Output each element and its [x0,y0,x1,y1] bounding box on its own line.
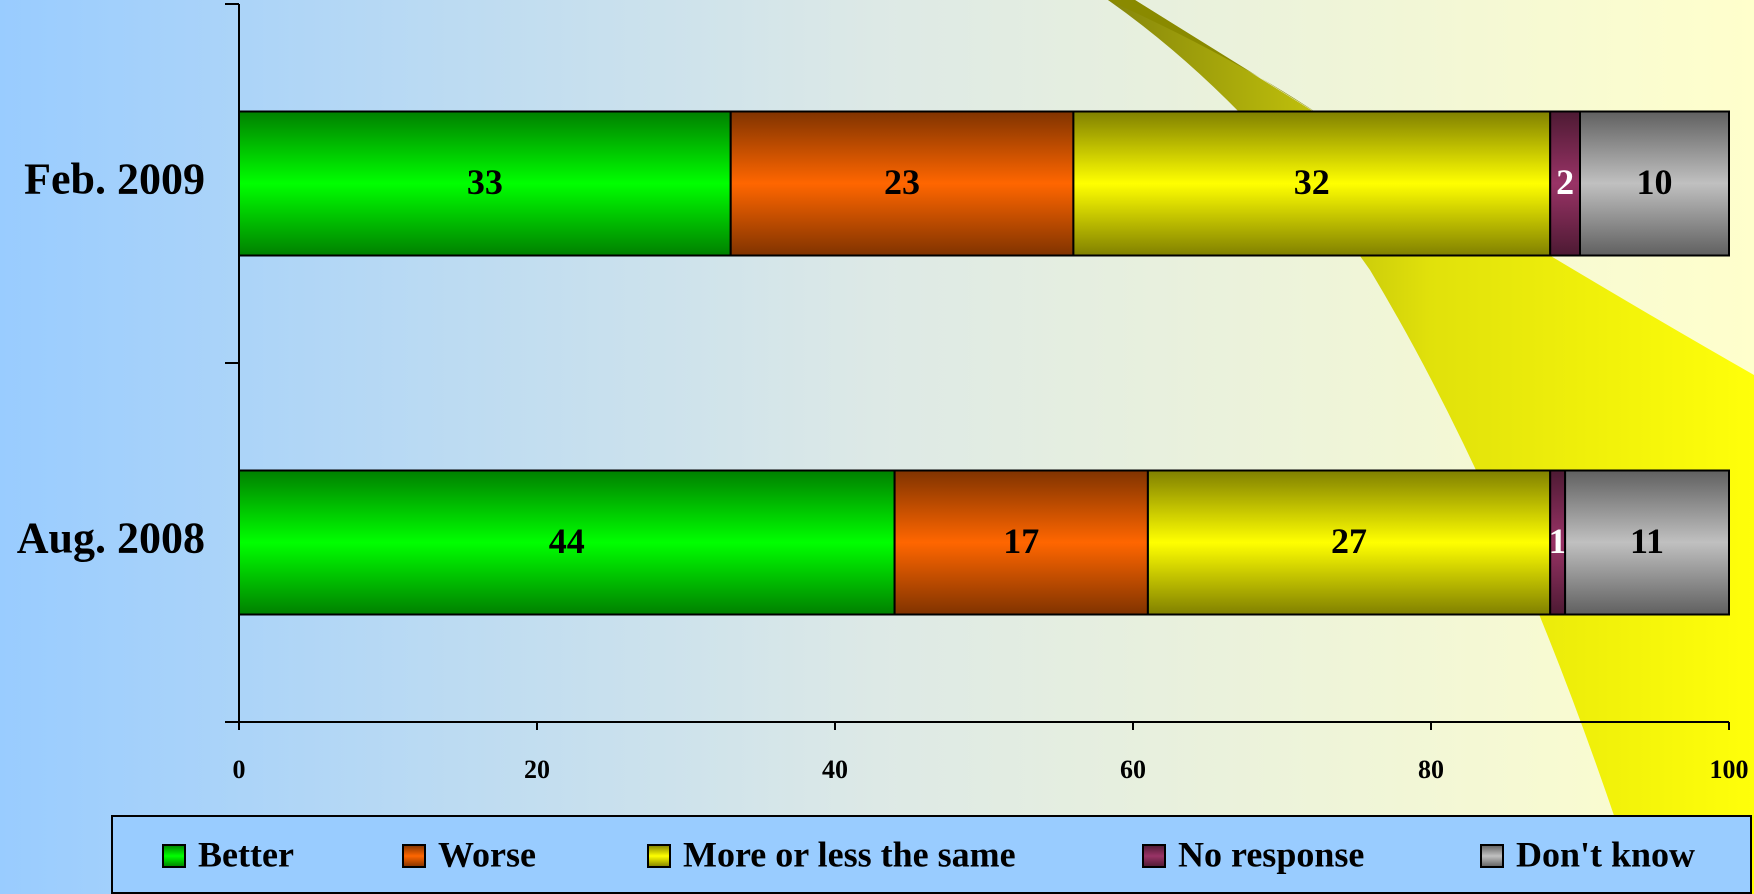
value-label: 2 [1556,162,1574,202]
bar-segment [1146,469,1552,616]
decoration [1108,0,1754,894]
legend-box [111,815,1752,894]
bar-segment [729,110,1075,257]
value-label: 10 [1637,162,1673,202]
legend-label: More or less the same [683,834,1016,874]
bar-segment [893,469,1149,616]
bar-segment [238,469,896,616]
value-label: 23 [884,162,920,202]
legend-label: Don't know [1516,834,1695,874]
bar-segment [1072,110,1552,257]
x-tick-label: 60 [1120,755,1146,784]
bar-segment [1579,110,1730,257]
legend-swatch [1480,844,1504,868]
x-tick-label: 40 [822,755,848,784]
value-label: 17 [1003,521,1039,561]
bar-segment [1564,469,1730,616]
value-label: 33 [467,162,503,202]
y-tick-label: Feb. 2009 [24,155,205,204]
legend-swatch [162,844,186,868]
legend-swatch [402,844,426,868]
x-tick-label: 0 [233,755,246,784]
legend-swatch [1142,844,1166,868]
x-tick-label: 20 [524,755,550,784]
legend-label: Better [198,834,294,874]
legend-label: No response [1178,834,1364,874]
value-label: 1 [1549,521,1567,561]
bar-segment [1549,110,1581,257]
bar-segment [238,110,732,257]
value-label: 32 [1294,162,1330,202]
legend-label: Worse [438,834,536,874]
value-label: 44 [549,521,585,561]
value-label: 11 [1630,521,1664,561]
legend-swatch [647,844,671,868]
value-label: 27 [1331,521,1367,561]
y-tick-label: Aug. 2008 [17,514,205,563]
x-tick-label: 100 [1710,755,1749,784]
x-tick-label: 80 [1418,755,1444,784]
